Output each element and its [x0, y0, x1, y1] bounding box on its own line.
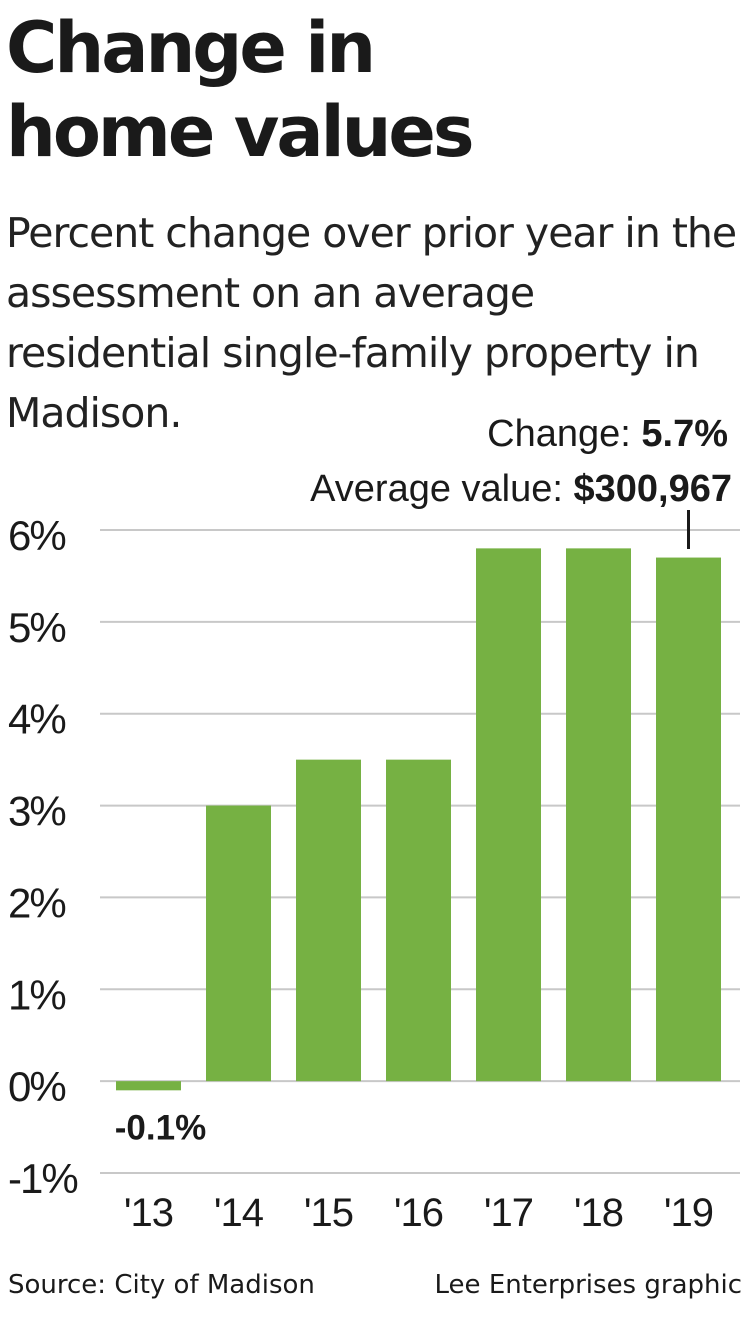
- title-line-2: home values: [6, 91, 475, 173]
- average-value-callout: Average value: $300,967: [310, 468, 732, 510]
- bar-chart: 6%5%4%3%2%1%0%-1% '13'14'15'16'17'18'19 …: [8, 413, 740, 1235]
- x-tick-label: '19: [664, 1191, 713, 1235]
- bar: [656, 557, 721, 1082]
- y-tick-label: 5%: [8, 604, 65, 651]
- x-tick-label: '13: [124, 1191, 173, 1235]
- x-tick-label: '18: [574, 1191, 623, 1235]
- x-tick-label: '14: [214, 1191, 264, 1235]
- change-callout-label: Change:: [487, 413, 641, 455]
- x-tick-label: '17: [484, 1191, 533, 1235]
- bar: [566, 548, 631, 1082]
- source-note: Source: City of Madison: [8, 1270, 315, 1300]
- y-tick-label: -1%: [8, 1155, 77, 1202]
- bar: [296, 759, 361, 1082]
- chart-title: Change in home values: [6, 6, 475, 174]
- bar: [206, 805, 271, 1082]
- bar: [476, 548, 541, 1082]
- credit-note: Lee Enterprises graphic: [434, 1270, 742, 1300]
- average-value-callout-label: Average value:: [310, 468, 573, 510]
- change-callout: Change: 5.7%: [487, 413, 728, 455]
- change-callout-value: 5.7%: [641, 413, 728, 455]
- bar: [116, 1081, 181, 1091]
- x-tick-label: '15: [304, 1191, 353, 1235]
- bar: [386, 759, 451, 1082]
- y-tick-label: 1%: [8, 971, 65, 1018]
- x-tick-label: '16: [394, 1191, 443, 1235]
- average-value-callout-value: $300,967: [574, 468, 733, 510]
- y-tick-label: 6%: [8, 512, 65, 559]
- data-label: -0.1%: [115, 1108, 206, 1147]
- y-tick-label: 3%: [8, 788, 65, 835]
- x-axis-ticks: '13 '14 '15 '16 '17 '18 '19: [124, 1191, 714, 1235]
- chart-subtitle: Percent change over prior year in the as…: [6, 209, 737, 437]
- y-axis-ticks: 6% 5% 4% 3% 2% 1% 0% -1%: [8, 512, 79, 1202]
- bars: [116, 548, 721, 1091]
- y-tick-label: 4%: [8, 696, 65, 743]
- y-tick-label: 2%: [8, 879, 65, 926]
- title-line-1: Change in: [6, 7, 376, 89]
- y-tick-label: 0%: [8, 1063, 65, 1110]
- annotations: -0.1% Change: 5.7% Average value: $300,967: [115, 413, 732, 1147]
